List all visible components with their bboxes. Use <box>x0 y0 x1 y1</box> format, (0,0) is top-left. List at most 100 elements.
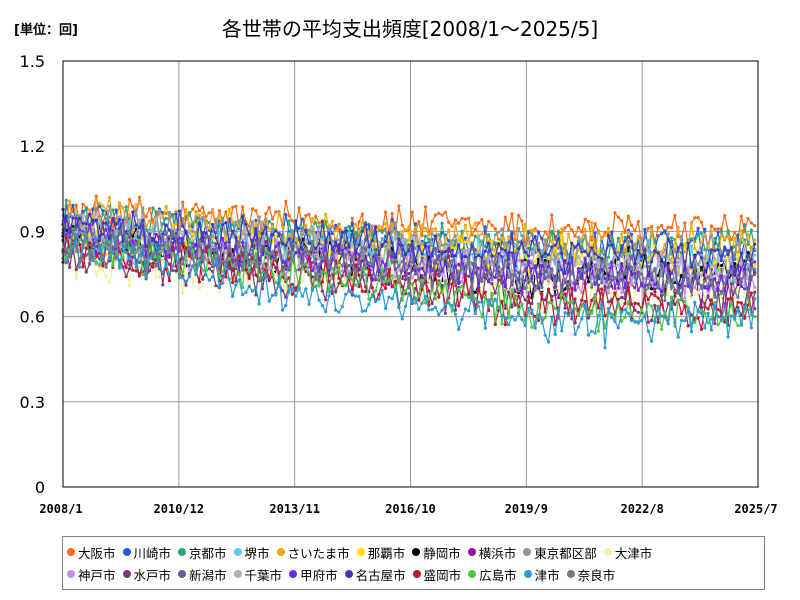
data-point <box>334 254 338 258</box>
data-point <box>719 294 724 298</box>
data-point <box>111 250 115 254</box>
data-point <box>487 298 491 302</box>
data-point <box>207 273 211 277</box>
data-point <box>689 221 694 225</box>
data-point <box>111 264 115 268</box>
data-point <box>131 205 135 209</box>
legend-item: 広島市 <box>468 565 517 584</box>
data-point <box>696 263 700 267</box>
data-point <box>370 245 374 249</box>
data-point <box>81 202 85 206</box>
legend-marker-icon <box>67 548 75 556</box>
data-point <box>280 268 285 272</box>
x-tick-label: 2016/10 <box>385 502 436 516</box>
data-point <box>636 302 640 306</box>
data-point <box>610 261 614 265</box>
data-point <box>84 256 88 260</box>
data-point <box>397 306 401 310</box>
data-point <box>689 313 694 317</box>
data-point <box>477 288 481 292</box>
data-point <box>636 310 640 314</box>
data-point <box>364 267 368 271</box>
data-point <box>407 243 411 247</box>
data-point <box>287 219 291 223</box>
data-point <box>646 286 650 290</box>
series-20 <box>61 223 757 303</box>
data-point <box>477 275 481 279</box>
data-point <box>221 223 225 227</box>
data-point <box>257 215 261 219</box>
data-point <box>393 267 398 271</box>
data-point <box>380 225 384 229</box>
data-point <box>536 241 541 245</box>
data-point <box>433 213 437 217</box>
data-point <box>400 230 404 234</box>
data-point <box>633 292 637 297</box>
data-point <box>317 298 321 302</box>
data-point <box>706 307 710 311</box>
data-point <box>277 241 281 245</box>
data-point <box>174 253 178 257</box>
data-point <box>367 245 371 249</box>
data-point <box>510 270 514 274</box>
data-point <box>603 326 607 330</box>
legend-label: 大阪市 <box>78 545 116 561</box>
data-point <box>527 306 531 310</box>
plot-frame <box>62 60 759 488</box>
data-point <box>204 273 208 277</box>
data-point <box>377 258 381 262</box>
data-point <box>623 262 627 266</box>
data-point <box>187 222 191 226</box>
data-point <box>613 317 617 321</box>
data-point <box>300 217 304 221</box>
data-point <box>237 272 241 276</box>
data-point <box>693 265 697 269</box>
data-point <box>616 257 620 261</box>
data-point <box>507 316 511 320</box>
data-point <box>290 286 294 291</box>
data-point <box>310 269 314 273</box>
data-point <box>640 282 644 286</box>
data-point <box>683 268 687 272</box>
data-point <box>556 262 561 266</box>
data-point <box>108 228 112 232</box>
data-point <box>477 250 481 254</box>
data-point <box>613 276 617 280</box>
data-point <box>733 309 737 313</box>
data-point <box>709 234 714 238</box>
data-point <box>147 219 152 223</box>
data-point <box>350 229 354 233</box>
data-point <box>81 213 85 217</box>
data-point <box>743 242 747 246</box>
data-point <box>264 247 268 251</box>
data-point <box>304 247 308 251</box>
data-point <box>663 311 667 315</box>
data-point <box>377 292 381 296</box>
data-point <box>284 303 288 308</box>
data-point <box>427 262 431 266</box>
data-point <box>507 244 511 248</box>
data-point <box>467 216 471 220</box>
data-point <box>739 229 744 233</box>
data-point <box>626 262 630 267</box>
data-point <box>420 266 424 270</box>
data-point <box>739 214 744 218</box>
data-point <box>267 268 271 272</box>
data-point <box>656 255 660 259</box>
data-point <box>443 262 447 266</box>
data-point <box>101 253 105 257</box>
data-point <box>630 302 634 306</box>
data-point <box>663 264 667 268</box>
data-point <box>344 265 348 269</box>
data-point <box>620 219 624 223</box>
data-point <box>84 215 88 219</box>
data-point <box>407 264 411 268</box>
data-point <box>699 327 704 331</box>
data-point <box>430 308 434 312</box>
data-point <box>71 251 75 255</box>
data-point <box>749 228 753 232</box>
data-point <box>630 255 634 259</box>
legend-item: 名古屋市 <box>344 565 406 584</box>
data-point <box>620 290 624 295</box>
data-point <box>270 217 275 221</box>
